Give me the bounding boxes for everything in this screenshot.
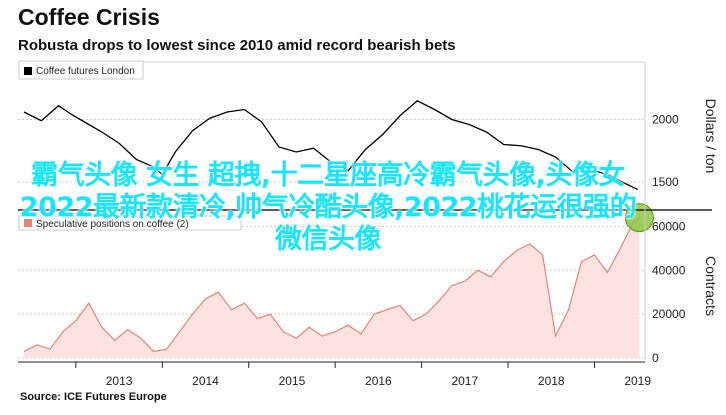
legend-box [18,60,144,80]
ytick-label-top: 2000 [652,113,679,127]
ylabel-top: Dollars / ton [703,99,719,174]
positions-area-fill [24,217,640,358]
xtick-label: 2013 [106,374,133,388]
ytick-label-top: 1500 [652,175,679,189]
ytick-label-bottom: 60000 [652,219,686,233]
chart-title: Coffee Crisis [18,4,160,30]
positions-area [23,217,640,358]
legend-price: Coffee futures London [18,60,144,80]
ylabel-bottom: Contracts [703,256,719,316]
xtick-label: 2018 [538,374,565,388]
ytick-label-bottom: 20000 [652,307,686,321]
chart-subtitle: Robusta drops to lowest since 2010 amid … [18,37,456,54]
xtick-label: 2015 [279,374,306,388]
legend-swatch [24,219,32,227]
legends: Coffee futures London Speculative positio… [18,60,242,231]
price-line [23,99,638,191]
legend-label: Speculative positions on coffee (2) [36,219,189,230]
chart-frame [18,61,712,363]
source-note: Source: ICE Futures Europe [20,391,167,403]
legend-box [18,215,242,231]
legend-label: Coffee futures London [36,66,135,77]
legend-positions: Speculative positions on coffee (2) [18,215,242,231]
xtick-label: 2019 [624,374,651,388]
watermark-overlay-text: 霸气头像 女生 超拽,十二星座高冷霸气头像,头像女2022最新款清冷,帅气冷酷头… [19,160,637,255]
xtick-label: 2017 [451,374,478,388]
xtick-label: 2014 [192,374,219,388]
xtick-label: 2016 [365,374,392,388]
ytick-label-bottom: 0 [652,351,659,365]
ytick-label-bottom: 40000 [652,263,686,277]
positions-line [23,217,640,353]
legend-swatch [24,67,32,75]
